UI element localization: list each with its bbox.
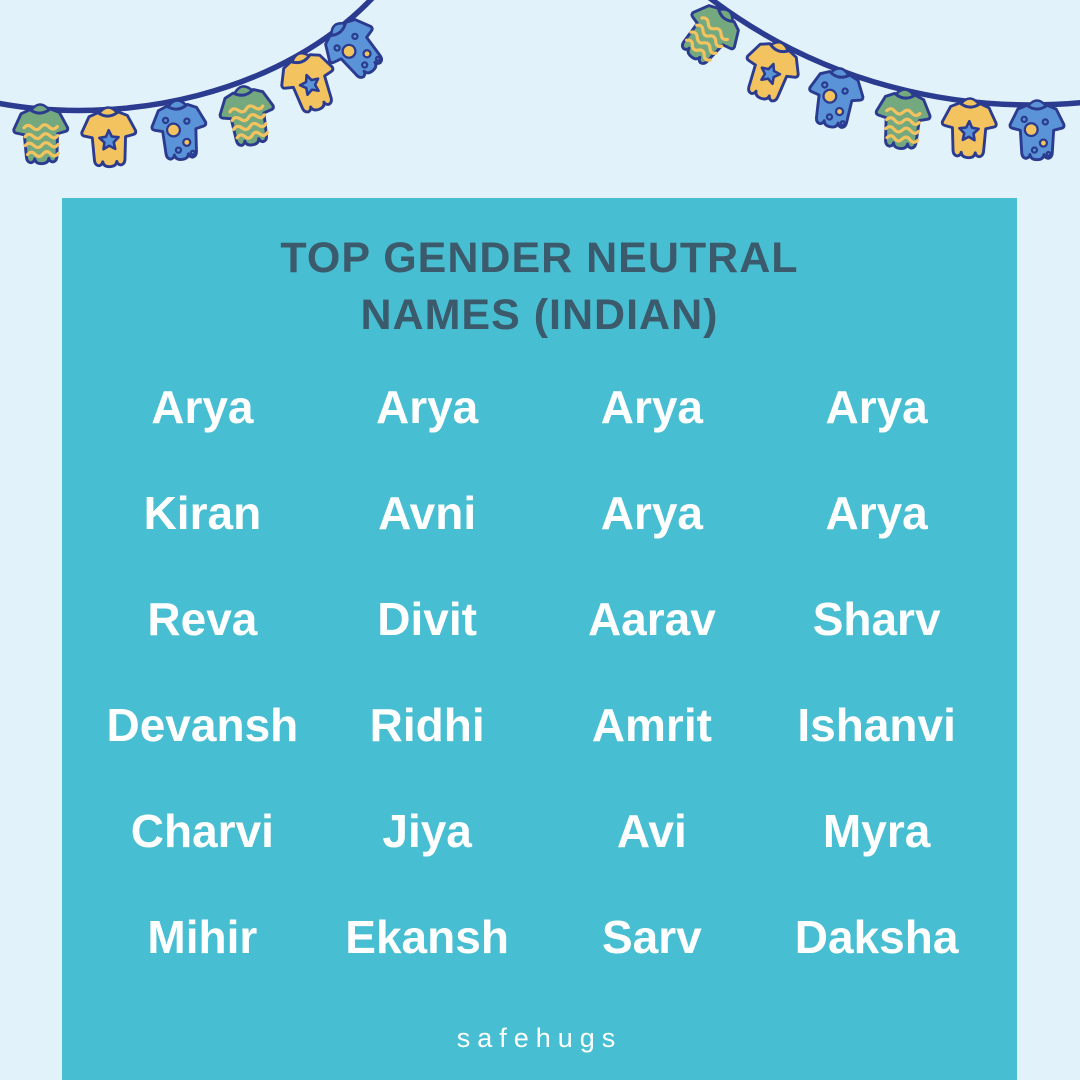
name-cell: Amrit	[591, 699, 712, 751]
green-waves-onesie-icon	[874, 88, 932, 150]
blue-dots-onesie-icon	[150, 99, 208, 161]
blue-dots-onesie-icon	[324, 18, 384, 79]
name-cell: Divit	[377, 593, 477, 645]
name-cell: Devansh	[106, 699, 299, 751]
name-cell: Charvi	[130, 805, 274, 857]
green-waves-onesie-icon	[218, 85, 275, 147]
name-cell: Avi	[616, 805, 687, 857]
name-cell: Daksha	[794, 911, 959, 963]
yellow-star-onesie-icon	[745, 40, 800, 103]
name-cell: Sharv	[812, 593, 941, 645]
blue-dots-onesie-icon	[808, 67, 865, 129]
blue-dots-onesie-icon	[1008, 99, 1066, 162]
name-cell: Jiya	[382, 805, 472, 857]
names-grid: Arya Arya Arya Arya Kiran Avni Arya Arya Reva Div…	[62, 354, 1017, 990]
name-cell: Mihir	[147, 911, 258, 963]
name-cell: Arya	[825, 381, 928, 433]
name-cell: Avni	[378, 487, 477, 539]
name-cell: Kiran	[143, 487, 262, 539]
name-cell: Arya	[600, 487, 704, 539]
name-cell: Arya	[151, 381, 254, 433]
name-cell: Reva	[147, 593, 258, 645]
name-cell: Ishanvi	[797, 699, 956, 751]
yellow-star-onesie-icon	[280, 51, 335, 114]
yellow-star-onesie-icon	[940, 97, 998, 160]
name-cell: Ekansh	[345, 911, 509, 963]
names-card: TOP GENDER NEUTRAL NAMES (INDIAN) Arya Ar…	[62, 198, 1017, 1080]
name-cell: Myra	[822, 805, 931, 857]
name-cell: Aarav	[587, 593, 716, 645]
name-cell: Sarv	[602, 911, 702, 963]
brand-logo: safehugs	[456, 1023, 623, 1053]
name-cell: Arya	[825, 487, 928, 539]
green-waves-onesie-icon	[12, 103, 70, 166]
title-line-2: NAMES (INDIAN)	[360, 291, 719, 339]
onesie-bunting-decoration	[0, 0, 1080, 169]
page-title: TOP GENDER NEUTRAL NAMES (INDIAN)	[62, 198, 1017, 344]
name-cell: Arya	[600, 381, 704, 433]
name-cell: Ridhi	[369, 699, 485, 751]
title-line-1: TOP GENDER NEUTRAL	[280, 234, 799, 282]
name-cell: Arya	[375, 381, 479, 433]
green-waves-onesie-icon	[680, 4, 740, 65]
yellow-star-onesie-icon	[80, 106, 138, 169]
